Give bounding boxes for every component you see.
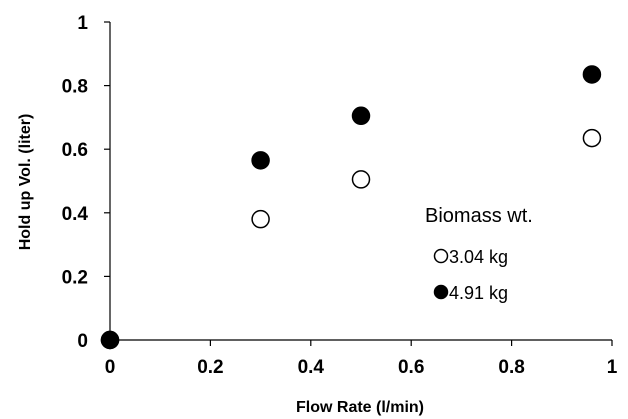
legend-marker-open-circle bbox=[433, 248, 449, 264]
data-point-series-1 bbox=[351, 170, 371, 189]
y-tick-label: 0 bbox=[77, 331, 88, 352]
x-tick-label: 0.8 bbox=[498, 357, 524, 378]
y-tick-label: 0.2 bbox=[62, 267, 88, 288]
data-point-series-1 bbox=[582, 128, 602, 148]
legend-label-series-2: 4.91 kg bbox=[449, 283, 508, 303]
data-point-series-2 bbox=[100, 330, 120, 350]
data-point-series-1 bbox=[251, 209, 270, 229]
y-tick-label: 0.4 bbox=[62, 204, 89, 225]
y-tick-label: 0.6 bbox=[62, 140, 88, 161]
x-tick-label: 0 bbox=[105, 357, 116, 378]
data-point-series-2 bbox=[251, 151, 270, 170]
y-tick-group: 0 0.2 0.4 0.6 0.8 1 bbox=[62, 13, 110, 352]
legend-marker-filled-circle bbox=[433, 284, 449, 300]
y-axis-title: Hold up Vol. (liter) bbox=[17, 114, 34, 251]
x-tick-label: 0.6 bbox=[398, 357, 424, 378]
x-tick-label: 0.2 bbox=[197, 357, 223, 378]
legend-label-series-1: 3.04 kg bbox=[449, 247, 508, 267]
x-tick-label: 1 bbox=[607, 357, 618, 378]
data-points bbox=[100, 65, 602, 350]
x-tick-label: 0.4 bbox=[298, 357, 325, 378]
axes bbox=[109, 22, 612, 341]
y-tick-label: 0.8 bbox=[62, 77, 88, 98]
legend-title: Biomass wt. bbox=[425, 205, 533, 227]
legend: Biomass wt. 3.04 kg 4.91 kg bbox=[425, 205, 533, 303]
x-axis-title: Flow Rate (l/min) bbox=[296, 399, 424, 416]
x-tick-group: 0 0.2 0.4 0.6 0.8 1 bbox=[105, 340, 618, 378]
y-tick-label: 1 bbox=[77, 13, 88, 34]
data-point-series-2 bbox=[351, 106, 371, 126]
data-point-series-2 bbox=[582, 65, 602, 84]
